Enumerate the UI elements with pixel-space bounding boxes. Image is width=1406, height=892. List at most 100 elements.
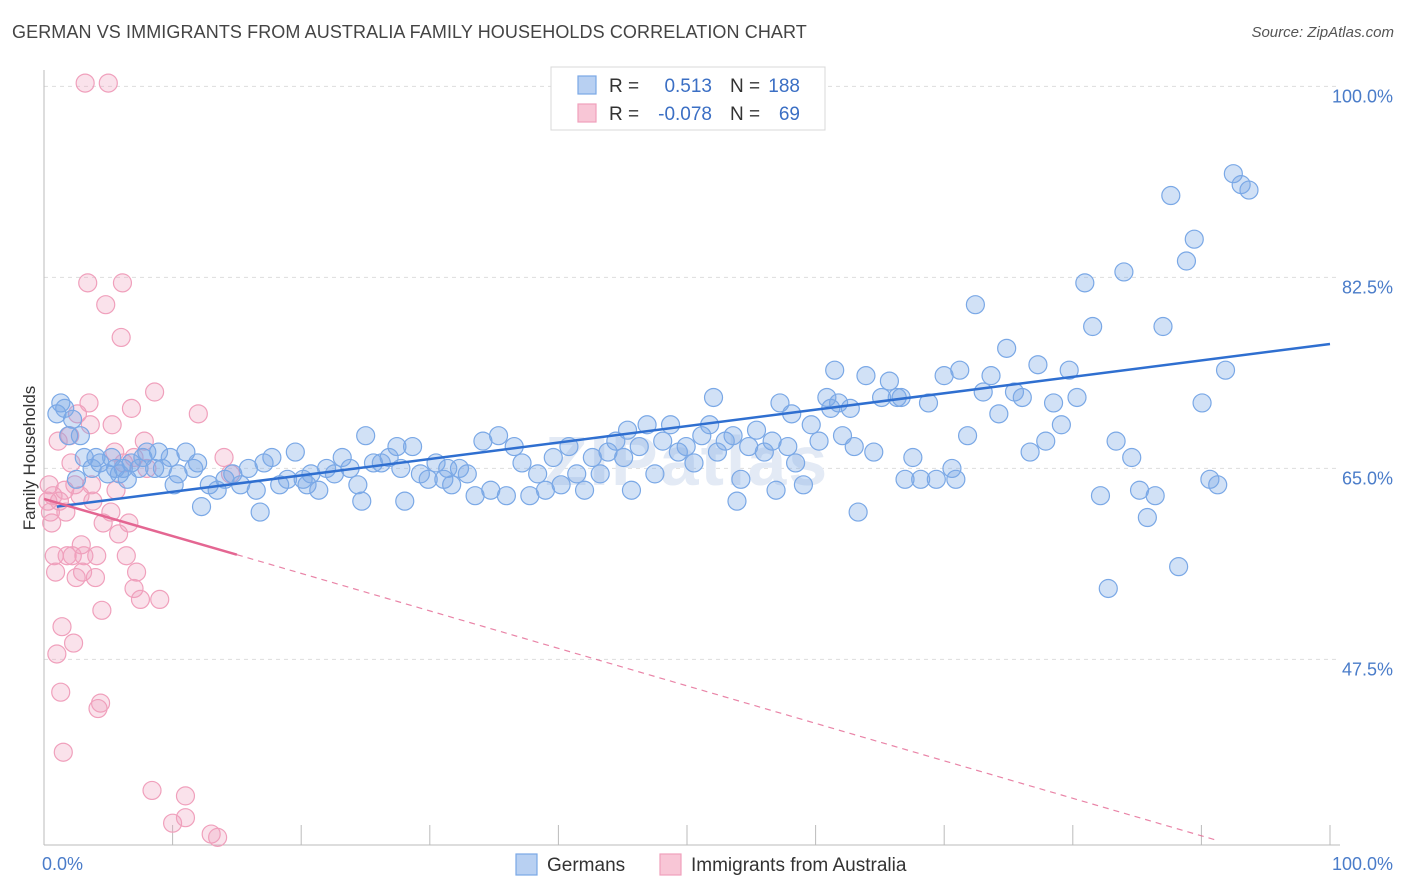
german-point-27 xyxy=(176,442,196,462)
german-point-112 xyxy=(766,480,786,500)
immigrant-point-37 xyxy=(92,600,112,620)
immigrant-point-15 xyxy=(57,546,77,566)
immigrant-point-53 xyxy=(130,589,151,610)
german-point-16 xyxy=(117,469,137,489)
legend-germans-swatch xyxy=(515,853,538,876)
german-point-127 xyxy=(848,502,868,522)
german-point-99 xyxy=(684,453,704,473)
german-point-43 xyxy=(285,442,305,462)
german-point-86 xyxy=(590,464,610,484)
german-point-175 xyxy=(1208,475,1228,495)
immigrant-point-34 xyxy=(87,546,107,566)
german-point-147 xyxy=(989,404,1009,424)
german-point-74 xyxy=(496,486,516,506)
german-point-54 xyxy=(356,426,376,446)
german-point-117 xyxy=(793,475,814,495)
german-point-142 xyxy=(950,360,970,380)
german-point-116 xyxy=(786,453,806,473)
german-point-125 xyxy=(840,398,860,418)
legend-immigrants-swatch xyxy=(659,853,682,876)
german-point-176 xyxy=(1215,360,1236,380)
immigrant-point-57 xyxy=(144,382,165,402)
german-point-25 xyxy=(164,475,184,495)
german-point-146 xyxy=(981,366,1001,386)
watermark-text: ZIPatlas xyxy=(545,422,829,500)
german-point-159 xyxy=(1083,316,1103,337)
german-point-113 xyxy=(770,393,790,413)
german-point-134 xyxy=(895,469,915,489)
german-point-167 xyxy=(1145,486,1165,506)
immigrant-point-66 xyxy=(175,786,196,806)
german-point-67 xyxy=(442,475,462,495)
german-point-110 xyxy=(754,442,774,462)
immigrant-point-42 xyxy=(102,415,122,435)
immigrant-point-40 xyxy=(98,73,118,93)
immigrant-point-61 xyxy=(188,404,208,424)
german-point-84 xyxy=(574,480,595,500)
immigrant-point-60 xyxy=(175,808,196,828)
german-point-89 xyxy=(614,447,634,468)
immigrants-swatch xyxy=(577,103,597,123)
immigrants-trend-line xyxy=(43,497,238,556)
germans-r-label: R = xyxy=(609,76,639,97)
immigrant-point-68 xyxy=(112,273,133,293)
german-point-109 xyxy=(746,420,767,440)
german-point-126 xyxy=(844,436,864,457)
legend-immigrants-label: Immigrants from Australia xyxy=(691,855,907,876)
german-point-53 xyxy=(352,491,372,511)
trend-lines xyxy=(43,342,1331,841)
german-point-118 xyxy=(801,415,821,435)
german-point-179 xyxy=(1239,180,1259,200)
immigrant-point-50 xyxy=(121,398,142,418)
german-point-151 xyxy=(1020,442,1040,462)
immigrants-n-label: N = xyxy=(730,104,760,125)
german-point-114 xyxy=(778,436,798,457)
german-point-158 xyxy=(1075,273,1095,293)
immigrant-point-63 xyxy=(208,827,228,847)
german-point-107 xyxy=(731,469,751,489)
german-point-119 xyxy=(809,431,829,451)
german-point-172 xyxy=(1184,229,1204,249)
german-point-152 xyxy=(1028,355,1048,375)
source-credit: Source: ZipAtlas.com xyxy=(1251,24,1394,41)
immigrant-point-51 xyxy=(124,578,144,599)
german-point-96 xyxy=(660,415,681,435)
y-tick-label-0: 47.5% xyxy=(1342,659,1393,679)
german-point-128 xyxy=(856,366,876,386)
german-point-171 xyxy=(1176,251,1197,271)
german-point-91 xyxy=(621,480,642,500)
german-point-102 xyxy=(703,387,724,408)
german-point-22 xyxy=(148,442,169,462)
grid-lines xyxy=(43,70,1340,846)
german-point-93 xyxy=(637,415,657,435)
german-point-98 xyxy=(676,436,696,457)
german-point-52 xyxy=(348,475,368,495)
german-point-50 xyxy=(332,447,352,468)
immigrants-r-value: -0.078 xyxy=(658,104,712,125)
x-tick-label-end: 100.0% xyxy=(1332,854,1393,874)
german-point-94 xyxy=(645,464,665,484)
german-point-153 xyxy=(1036,431,1056,451)
german-point-141 xyxy=(946,469,966,489)
german-point-57 xyxy=(379,447,399,468)
watermark: ZIPatlas xyxy=(545,422,829,500)
y-tick-label-2: 82.5% xyxy=(1342,277,1393,297)
german-point-100 xyxy=(692,426,712,446)
german-point-38 xyxy=(250,502,270,522)
german-point-103 xyxy=(707,442,728,462)
germans-n-label: N = xyxy=(730,76,760,97)
immigrant-point-48 xyxy=(116,546,136,566)
x-axis-tick-labels: 0.0% 100.0% xyxy=(42,854,1393,874)
stats-legend-box xyxy=(550,66,826,131)
german-point-29 xyxy=(188,453,208,473)
german-point-164 xyxy=(1122,447,1142,468)
immigrant-point-3 xyxy=(42,513,62,533)
y-axis-label: Family Households xyxy=(20,386,39,531)
german-point-138 xyxy=(926,469,946,489)
german-point-166 xyxy=(1137,507,1157,528)
german-point-61 xyxy=(402,436,423,457)
german-point-120 xyxy=(817,387,837,408)
immigrant-point-52 xyxy=(126,562,147,582)
german-point-148 xyxy=(997,338,1017,358)
chart-title: GERMAN VS IMMIGRANTS FROM AUSTRALIA FAMI… xyxy=(12,22,807,42)
